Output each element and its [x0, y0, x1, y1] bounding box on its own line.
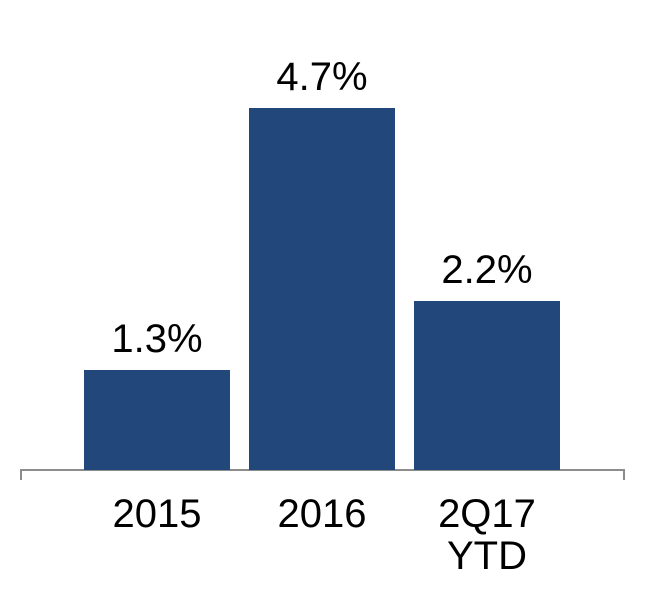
x-tick-label: 2Q17 YTD	[438, 492, 536, 578]
bar	[414, 300, 560, 470]
x-tick-label: 2015	[112, 492, 202, 536]
bar	[249, 108, 395, 470]
data-label: 4.7%	[276, 55, 368, 99]
data-label: 1.3%	[111, 316, 203, 361]
data-label: 2.2%	[441, 247, 533, 292]
x-tick-label: 2016	[277, 492, 367, 536]
bar	[84, 369, 230, 470]
